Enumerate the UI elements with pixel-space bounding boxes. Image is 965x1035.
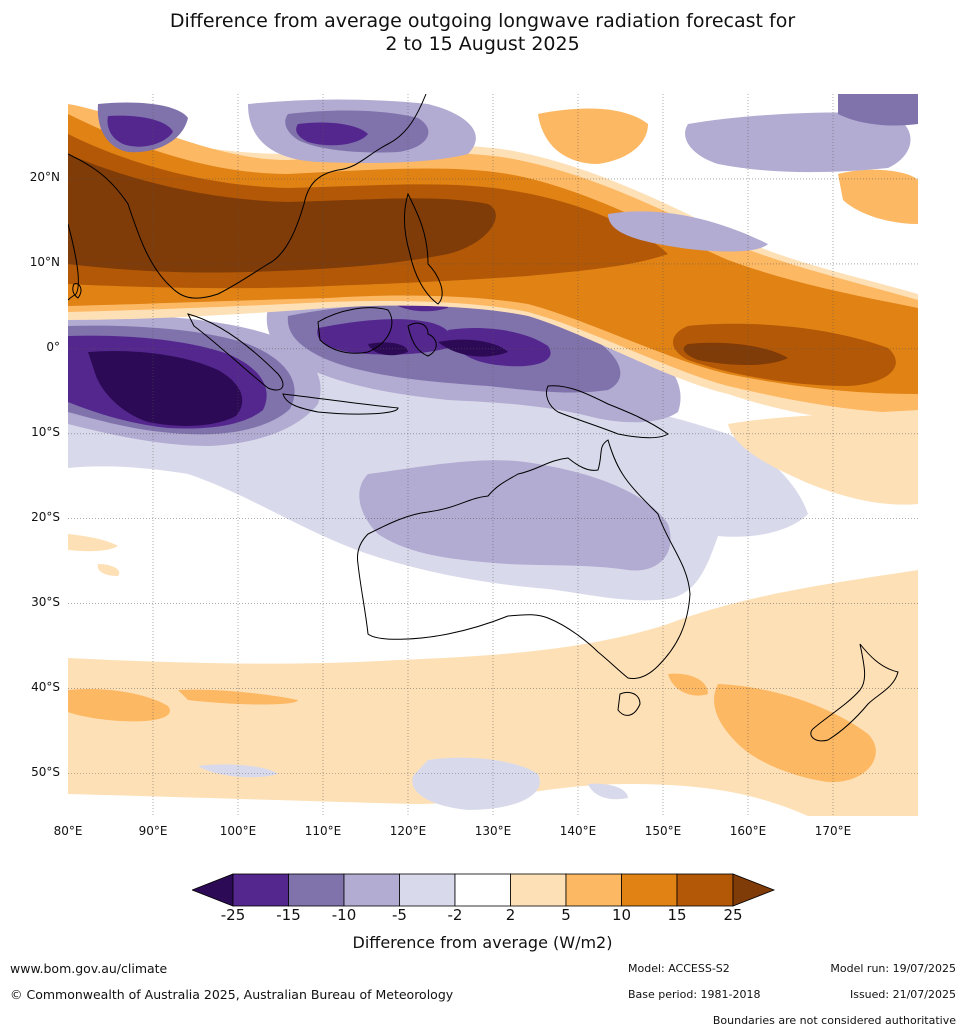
- colorbar-segment-1: [232, 873, 289, 907]
- north-negative-anomaly-3: [107, 115, 368, 147]
- lon-label-140e: 140°E: [559, 824, 597, 838]
- colorbar-segment-8: [621, 873, 678, 907]
- tasmania-coastline: [617, 691, 641, 716]
- borneo-coastline: [317, 307, 393, 354]
- lon-label-130e: 130°E: [474, 824, 512, 838]
- philippines-coastline: [403, 192, 443, 305]
- sri-lanka-coastline: [72, 283, 82, 299]
- colorbar-segment-7: [565, 873, 622, 907]
- footer-base-period: Base period: 1981-2018: [628, 988, 761, 1001]
- anomaly-map: [68, 94, 918, 816]
- southern-ocean-negative-anomaly: [198, 757, 628, 810]
- india-coastline: [68, 223, 79, 301]
- new-guinea-coastline: [545, 385, 669, 439]
- lon-label-80e: 80°E: [53, 824, 83, 838]
- sumatra-coastline: [187, 313, 284, 391]
- indian-ocean-negative-anomaly-4: [88, 350, 243, 426]
- north-tropics-positive-anomaly-4: [68, 134, 896, 386]
- australia-negative-anomaly-medium: [359, 460, 671, 571]
- footer-disclaimer: Boundaries are not considered authoritat…: [712, 1014, 956, 1027]
- colorbar-tick-7: 5: [561, 906, 571, 924]
- lat-label-40s: 40°S: [31, 680, 60, 694]
- colorbar-tick-8: 10: [611, 906, 632, 924]
- map-title: Difference from average outgoing longwav…: [0, 10, 965, 56]
- lat-label-10n: 10°N: [29, 255, 60, 269]
- title-line-1: Difference from average outgoing longwav…: [169, 10, 796, 32]
- footer-url: www.bom.gov.au/climate: [10, 961, 168, 976]
- north-tropics-positive-anomaly-5: [68, 154, 788, 365]
- lon-label-100e: 100°E: [219, 824, 257, 838]
- colorbar-segment-4: [399, 873, 456, 907]
- colorbar-segment-2: [288, 873, 345, 907]
- lon-label-150e: 150°E: [644, 824, 682, 838]
- colorbar-tick-10: 25: [723, 906, 743, 924]
- southern-ocean-positive-anomaly-2: [68, 673, 876, 783]
- colorbar-tick-1: -25: [220, 906, 246, 924]
- footer-copyright: © Commonwealth of Australia 2025, Austra…: [10, 987, 454, 1002]
- footer-model-run: Model run: 19/07/2025: [830, 962, 956, 975]
- lat-label-0: 0°: [46, 340, 60, 354]
- australia-coastline: [357, 439, 691, 679]
- lon-label-160e: 160°E: [729, 824, 767, 838]
- sulawesi-coastline: [407, 322, 437, 357]
- colorbar-segment-9: [676, 873, 734, 907]
- lat-label-20n: 20°N: [29, 170, 60, 184]
- lat-label-30s: 30°S: [31, 595, 60, 609]
- southwest-pacific-positive-anomaly: [728, 410, 918, 505]
- lon-label-110e: 110°E: [304, 824, 342, 838]
- colorbar-tick-6: 2: [505, 906, 516, 924]
- new-zealand-coastline: [810, 643, 899, 742]
- colorbar-tick-5: -2: [447, 906, 463, 924]
- lat-label-20s: 20°S: [31, 510, 60, 524]
- colorbar: [192, 873, 776, 907]
- colorbar-extend-low: [192, 873, 234, 907]
- lat-label-50s: 50°S: [31, 765, 60, 779]
- southern-ocean-positive-anomaly: [68, 570, 918, 816]
- west-pacific-positive-anomaly: [538, 108, 918, 224]
- footer-model: Model: ACCESS-S2: [628, 962, 730, 975]
- lat-label-10s: 10°S: [31, 425, 60, 439]
- colorbar-segment-6: [510, 873, 567, 907]
- colorbar-segment-3: [343, 873, 400, 907]
- colorbar-tick-3: -10: [331, 906, 357, 924]
- maritime-negative-anomaly-4: [368, 339, 508, 357]
- colorbar-tick-2: -15: [276, 906, 301, 924]
- south-west-ocean-positive: [68, 534, 120, 576]
- colorbar-tick-4: -5: [392, 906, 407, 924]
- grid-lines: [68, 94, 918, 816]
- footer-issued: Issued: 21/07/2025: [849, 988, 956, 1001]
- title-line-2: 2 to 15 August 2025: [385, 33, 580, 55]
- asia-mainland-coastline: [68, 94, 427, 299]
- lon-label-170e: 170°E: [814, 824, 852, 838]
- colorbar-segment-5: [454, 873, 511, 907]
- colorbar-title: Difference from average (W/m2): [352, 933, 613, 952]
- lon-label-90e: 90°E: [138, 824, 168, 838]
- colorbar-tick-9: 15: [667, 906, 687, 924]
- lon-label-120e: 120°E: [389, 824, 427, 838]
- colorbar-extend-high: [732, 873, 776, 907]
- java-coastline: [282, 393, 399, 415]
- coastlines: [68, 94, 899, 742]
